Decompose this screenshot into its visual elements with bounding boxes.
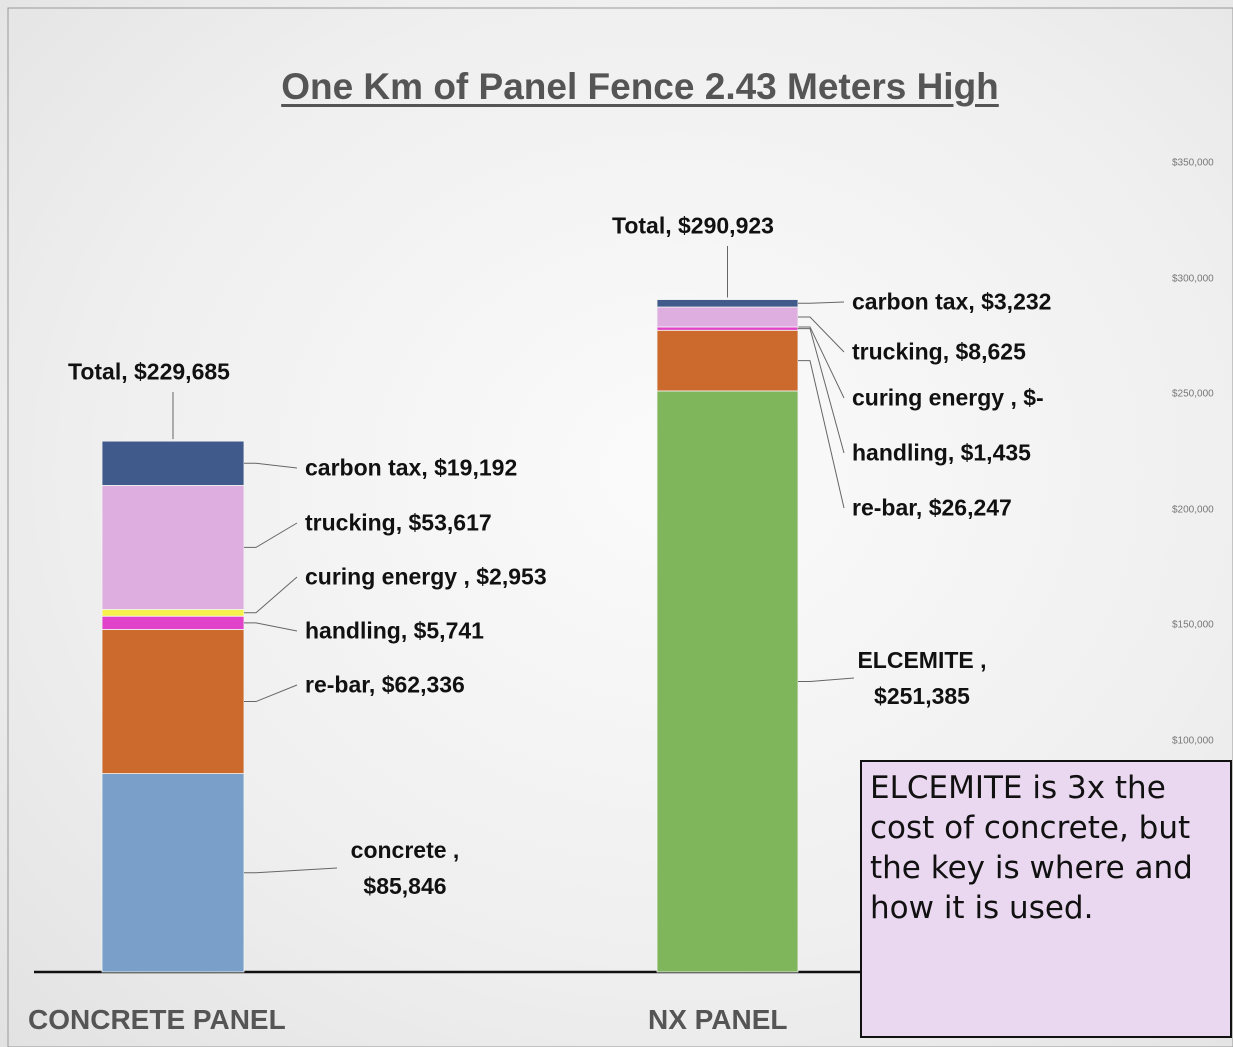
y-tick-label: $200,000: [1172, 504, 1214, 516]
data-label: re-bar, $62,336: [305, 671, 465, 698]
bar-segment: [101, 615, 245, 630]
bar-segment: [101, 773, 245, 973]
data-label: curing energy , $2,953: [305, 563, 547, 590]
data-label: re-bar, $26,247: [852, 494, 1012, 521]
leader-line: [244, 867, 338, 874]
bar-segment: [656, 299, 799, 308]
leader-line: [244, 462, 298, 469]
bar-segment: [101, 485, 245, 610]
bar-segment: [101, 629, 245, 774]
leader-line: [244, 522, 298, 548]
data-label: curing energy , $-: [852, 384, 1044, 411]
leader-line: [244, 576, 298, 614]
leader-line: [244, 622, 298, 632]
data-label: ELCEMITE , $251,385: [857, 647, 987, 709]
leader-line: [798, 326, 845, 399]
data-label: trucking, $53,617: [305, 509, 492, 536]
data-label: trucking, $8,625: [852, 338, 1026, 365]
data-label: handling, $5,741: [305, 617, 484, 644]
leader-line: [798, 360, 845, 509]
leader-line: [244, 684, 298, 703]
chart-title: One Km of Panel Fence 2.43 Meters High: [281, 66, 999, 107]
y-tick-label: $250,000: [1172, 388, 1214, 400]
x-tick-label: NX PANEL: [648, 1004, 788, 1035]
x-tick-label: CONCRETE PANEL: [28, 1004, 286, 1035]
data-label: concrete , $85,846: [350, 837, 460, 899]
y-tick-label: $100,000: [1172, 735, 1214, 747]
data-label: handling, $1,435: [852, 439, 1031, 466]
total-label: Total, $290,923: [612, 212, 774, 239]
total-label: Total, $229,685: [68, 358, 230, 385]
bar-segment: [656, 306, 799, 328]
data-label: carbon tax, $3,232: [852, 288, 1052, 315]
leader-line: [798, 328, 845, 454]
y-tick-label: $300,000: [1172, 273, 1214, 285]
chart-border: [7, 7, 1233, 1047]
bar-segment: [656, 390, 799, 973]
bar-segment: [656, 329, 799, 392]
bar-segment: [101, 608, 245, 617]
leader-line: [798, 316, 845, 353]
annotation: ELCEMITE is 3x the cost of concrete, but…: [860, 760, 1232, 1038]
y-tick-label: $350,000: [1172, 157, 1214, 169]
data-label: carbon tax, $19,192: [305, 454, 518, 481]
bar-segment: [656, 326, 799, 331]
leader-line: [798, 677, 855, 682]
y-tick-label: $150,000: [1172, 619, 1214, 631]
bar-segment: [101, 440, 245, 486]
leader-line: [798, 301, 845, 304]
